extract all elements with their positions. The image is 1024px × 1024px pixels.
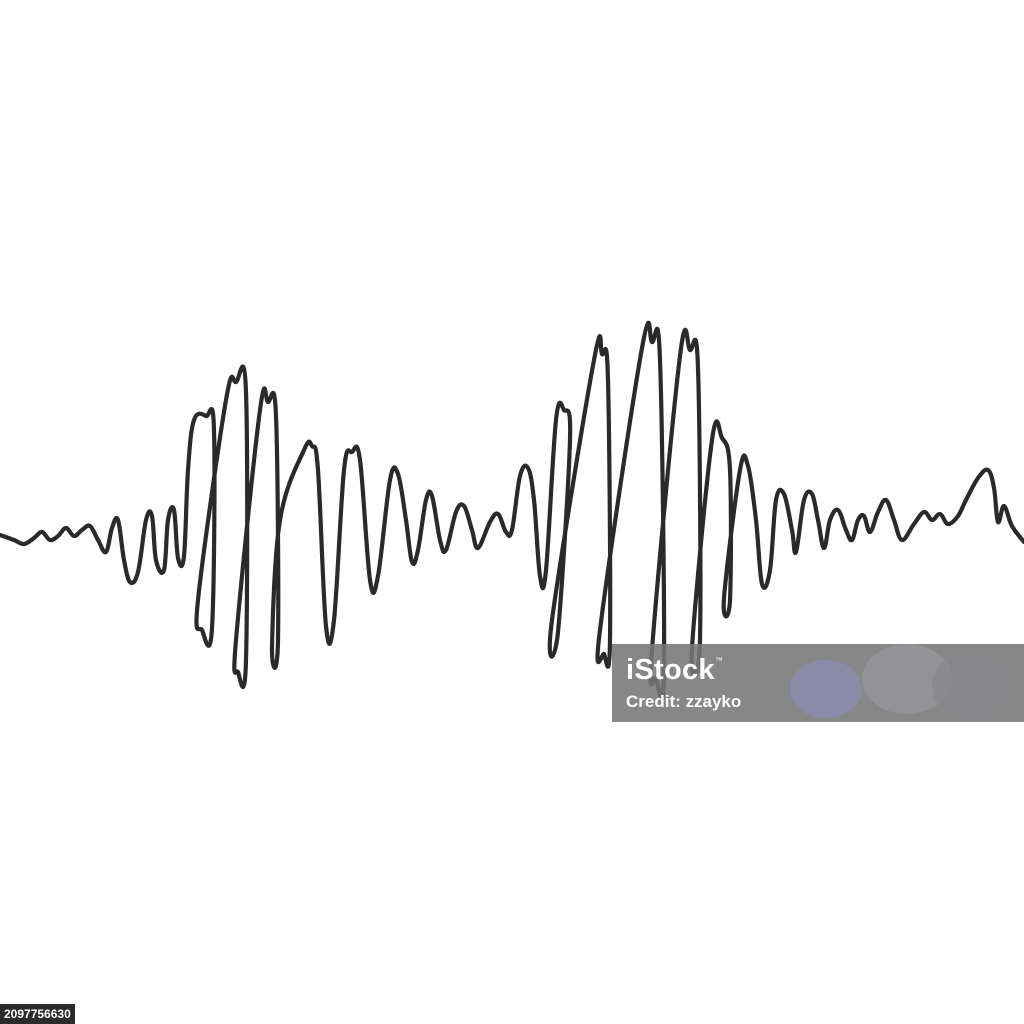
image-id-label: 2097756630 [0, 1004, 75, 1024]
watermark-decor-blob [932, 650, 1012, 722]
watermark-brand: iStock™ [626, 654, 724, 686]
watermark-decor-blob [790, 660, 862, 718]
watermark-badge: iStock™ Credit: zzayko [612, 644, 1024, 722]
sound-wave-line [0, 320, 1024, 701]
watermark-credit: Credit: zzayko [626, 692, 742, 711]
